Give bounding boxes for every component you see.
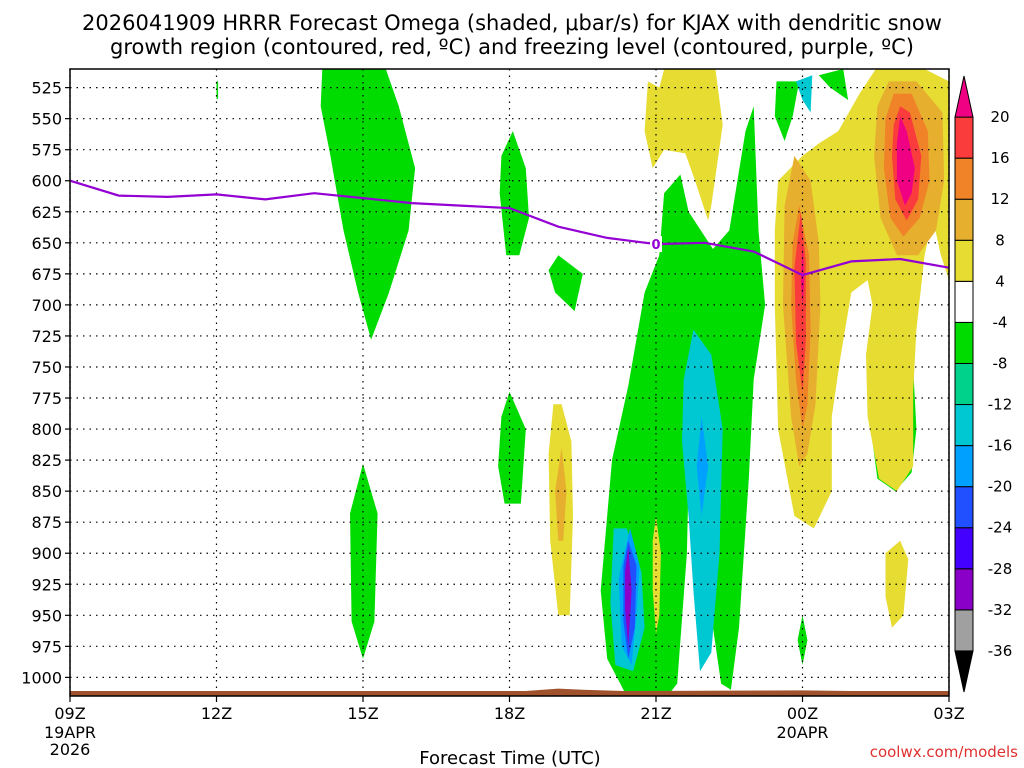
plot-area: 0 <box>69 68 950 697</box>
colorbar-label-5: -16 <box>988 437 1013 455</box>
colorbar-swatch-0 <box>954 650 974 693</box>
y-tick-label-575: 575 <box>31 141 62 160</box>
omega-region-0 <box>320 69 416 340</box>
colorbar-label-1: -32 <box>988 601 1013 619</box>
x-tick-label-1: 12Z <box>201 704 232 723</box>
y-tick-label-950: 950 <box>31 606 62 625</box>
freezing-level-label: 0 <box>651 238 660 253</box>
y-tick-label-625: 625 <box>31 203 62 222</box>
omega-region-2 <box>499 131 529 256</box>
omega-region-17 <box>796 75 813 113</box>
omega-region-12 <box>696 416 709 516</box>
x-tick-date-5: 20APR <box>776 723 828 742</box>
terrain-ground <box>70 688 949 696</box>
y-tick-label-850: 850 <box>31 482 62 501</box>
omega-region-10 <box>797 615 808 665</box>
colorbar-swatch-14 <box>954 75 974 118</box>
colorbar-label-0: -36 <box>988 642 1013 660</box>
colorbar: -36 -32 -28 -24 -20 -16 -12 -8 -4 4 8 12 16 20 <box>954 75 1013 693</box>
colorbar-label-4: -20 <box>988 478 1013 496</box>
x-tick-label-4: 21Z <box>640 704 671 723</box>
y-tick-label-1000: 1000 <box>21 668 62 687</box>
omega-region-19 <box>644 69 723 221</box>
omega-region-6 <box>600 106 766 696</box>
y-tick-label-700: 700 <box>31 296 62 315</box>
site-credit: coolwx.com/models <box>870 743 1018 761</box>
omega-region-4 <box>498 391 526 504</box>
omega-region-32 <box>896 116 915 206</box>
chart-title-line-1: 2026041909 HRRR Forecast Omega (shaded, … <box>82 11 942 35</box>
y-tick-label-825: 825 <box>31 451 62 470</box>
colorbar-swatch-6 <box>954 404 974 447</box>
y-tick-label-525: 525 <box>31 79 62 98</box>
y-tick-label-600: 600 <box>31 172 62 191</box>
omega-region-21 <box>555 447 567 541</box>
colorbar-swatch-7 <box>954 362 974 406</box>
colorbar-swatch-10 <box>954 239 974 282</box>
y-tick-label-875: 875 <box>31 513 62 532</box>
colorbar-label-8: -4 <box>993 313 1008 331</box>
colorbar-swatch-12 <box>954 157 974 200</box>
x-axis-label: Forecast Time (UTC) <box>419 748 600 768</box>
omega-region-5 <box>350 463 378 659</box>
colorbar-label-10: 8 <box>995 231 1005 249</box>
colorbar-label-12: 16 <box>990 149 1009 167</box>
colorbar-label-7: -8 <box>993 354 1008 372</box>
x-tick-label-5: 00Z <box>787 704 818 723</box>
colorbar-swatch-8 <box>954 321 974 364</box>
x-tick-label-6: 03Z <box>933 704 964 723</box>
colorbar-swatch-13 <box>954 116 974 159</box>
colorbar-label-6: -12 <box>988 396 1013 414</box>
chart-title-line-2: growth region (contoured, red, ºC) and f… <box>110 35 914 59</box>
y-tick-label-775: 775 <box>31 389 62 408</box>
y-tick-label-975: 975 <box>31 637 62 656</box>
y-tick-label-550: 550 <box>31 110 62 129</box>
colorbar-label-2: -28 <box>988 560 1013 578</box>
colorbar-swatch-3 <box>954 527 974 570</box>
y-axis: 525 550 575 600 625 650 675 700 725 750 775 800 825 8… <box>21 79 70 687</box>
colorbar-label-9: 4 <box>995 272 1005 290</box>
y-tick-label-650: 650 <box>31 234 62 253</box>
x-tick-date-0: 19APR <box>44 723 96 742</box>
omega-shading <box>216 69 949 696</box>
colorbar-swatch-4 <box>954 486 974 529</box>
omega-region-22 <box>652 516 661 634</box>
x-tick-label-0: 09Z <box>54 704 85 723</box>
colorbar-swatch-2 <box>954 568 974 611</box>
colorbar-swatch-9 <box>954 280 974 323</box>
y-tick-label-725: 725 <box>31 327 62 346</box>
colorbar-label-13: 20 <box>990 108 1009 126</box>
omega-region-3 <box>548 255 583 312</box>
colorbar-swatch-1 <box>954 609 974 652</box>
omega-region-7 <box>774 81 800 141</box>
freezing-level-line <box>69 179 950 277</box>
y-tick-label-675: 675 <box>31 265 62 284</box>
y-tick-label-900: 900 <box>31 544 62 563</box>
freezing-level-contour: 0 <box>69 179 950 277</box>
omega-region-28 <box>800 242 805 305</box>
ground-fill <box>70 688 949 696</box>
colorbar-label-3: -24 <box>988 519 1013 537</box>
y-tick-label-925: 925 <box>31 575 62 594</box>
colorbar-swatch-5 <box>954 445 974 488</box>
y-tick-label-800: 800 <box>31 420 62 439</box>
colorbar-label-11: 12 <box>990 190 1009 208</box>
omega-region-8 <box>818 69 849 100</box>
x-tick-label-2: 15Z <box>347 704 378 723</box>
x-tick-label-3: 18Z <box>494 704 525 723</box>
y-tick-label-750: 750 <box>31 358 62 377</box>
x-tick-year-0: 2026 <box>50 740 91 759</box>
omega-region-1 <box>216 81 219 99</box>
freezing-label-bg <box>650 236 662 253</box>
omega-region-16 <box>625 547 632 647</box>
colorbar-swatch-11 <box>954 198 974 241</box>
